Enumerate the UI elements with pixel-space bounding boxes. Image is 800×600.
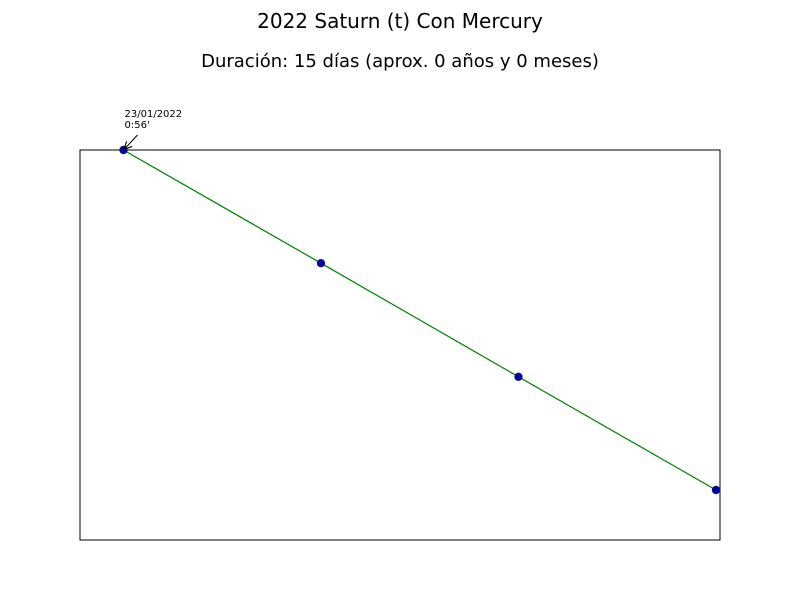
series-layer — [119, 145, 721, 495]
chart-subtitle: Duración: 15 días (aprox. 0 años y 0 mes… — [201, 51, 599, 72]
annotation-arrow — [126, 134, 138, 148]
chart-title: 2022 Saturn (t) Con Mercury — [257, 9, 543, 33]
data-point-3 — [711, 485, 721, 495]
series-line-0 — [123, 149, 717, 491]
data-point-2 — [514, 372, 523, 381]
annotation-time-label: 0:56' — [125, 120, 150, 131]
annotation-date-label: 23/01/2022 — [125, 109, 183, 120]
data-point-1 — [316, 259, 326, 268]
plot-area-frame — [79, 149, 721, 541]
